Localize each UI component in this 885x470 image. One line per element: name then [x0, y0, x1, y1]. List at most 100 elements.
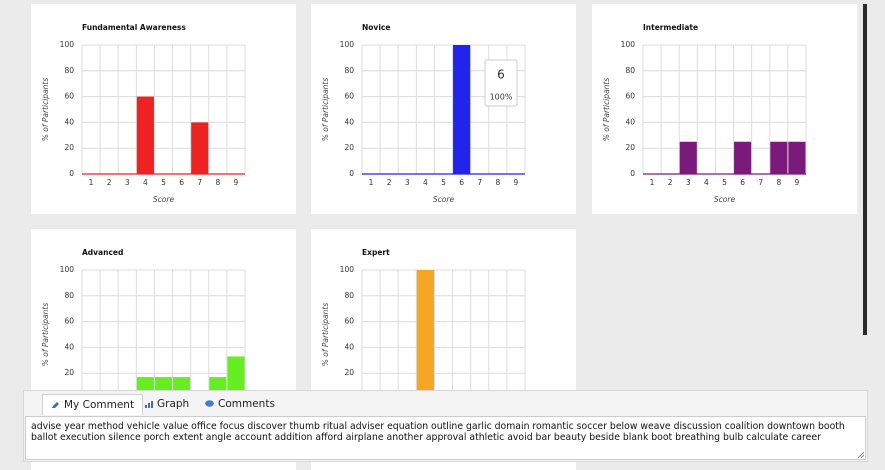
y-tick-label: 60 — [344, 92, 354, 101]
y-tick-label: 80 — [625, 66, 635, 75]
y-tick-label: 20 — [344, 368, 354, 377]
y-tick-label: 80 — [64, 66, 74, 75]
y-tick-label: 100 — [340, 40, 355, 49]
y-tick-label: 80 — [64, 291, 74, 300]
x-tick-label: 1 — [89, 178, 94, 187]
x-tick-label: 4 — [423, 178, 428, 187]
bar — [734, 141, 752, 174]
tooltip-box — [484, 59, 518, 107]
chart: Fundamental Awareness 0 20 40 60 80 100 1 2 3 4 5 6 7… — [31, 4, 296, 214]
y-tick-label: 40 — [64, 117, 74, 126]
tab[interactable]: My Comment — [42, 394, 144, 415]
x-tick-label: 2 — [387, 178, 392, 187]
tab-label: Comments — [218, 398, 275, 410]
y-tick-label: 0 — [349, 169, 354, 178]
x-tick-label: 9 — [234, 178, 239, 187]
tooltip-value: 100% — [490, 93, 513, 102]
x-tick-label: 6 — [179, 178, 184, 187]
chart-title: Intermediate — [643, 23, 698, 32]
chart: Intermediate 0 20 40 60 80 100 1 2 3 4 5 6 7 8 9 Score % … — [592, 4, 857, 214]
bar — [788, 141, 806, 174]
y-axis-label: % of Participants — [41, 303, 50, 367]
y-tick-label: 0 — [69, 169, 74, 178]
graph-icon — [145, 401, 153, 408]
x-tick-label: 9 — [795, 178, 800, 187]
x-tick-label: 3 — [686, 178, 691, 187]
x-tick-label: 8 — [495, 178, 500, 187]
comment-panel: My Comment Graph Comments advise year me… — [23, 390, 868, 462]
x-tick-label: 6 — [740, 178, 745, 187]
y-tick-label: 40 — [64, 342, 74, 351]
chart-title: Fundamental Awareness — [82, 23, 186, 32]
y-axis-label: % of Participants — [602, 78, 611, 142]
x-tick-label: 8 — [776, 178, 781, 187]
y-tick-label: 20 — [625, 143, 635, 152]
bar — [227, 356, 245, 399]
tooltip: 6 100% — [484, 59, 518, 107]
x-tick-label: 5 — [161, 178, 166, 187]
bar — [191, 122, 209, 174]
tooltip-label: 6 — [497, 68, 505, 82]
scrollbar[interactable] — [863, 4, 867, 335]
y-tick-label: 60 — [64, 92, 74, 101]
y-tick-label: 40 — [344, 342, 354, 351]
y-tick-label: 100 — [340, 265, 355, 274]
y-tick-label: 60 — [344, 317, 354, 326]
x-tick-label: 5 — [441, 178, 446, 187]
y-tick-label: 60 — [64, 317, 74, 326]
chart-panel — [311, 4, 576, 214]
x-axis-label: Score — [714, 195, 736, 204]
bar — [136, 96, 154, 174]
x-tick-label: 1 — [369, 178, 374, 187]
y-tick-label: 100 — [60, 265, 75, 274]
y-tick-label: 100 — [621, 40, 636, 49]
chart-title: Novice — [362, 23, 390, 32]
comment-textarea[interactable]: advise year method vehicle value office … — [25, 416, 866, 460]
y-tick-label: 20 — [344, 143, 354, 152]
pencil-icon — [52, 402, 59, 408]
x-axis-label: Score — [153, 195, 175, 204]
x-tick-label: 6 — [459, 178, 464, 187]
chart-panel — [592, 4, 857, 214]
x-tick-label: 3 — [125, 178, 130, 187]
tab-label: Graph — [157, 398, 190, 410]
bar — [679, 141, 697, 174]
chart-title: Expert — [362, 248, 390, 257]
x-axis-label: Score — [433, 195, 455, 204]
y-tick-label: 0 — [630, 169, 635, 178]
x-tick-label: 7 — [477, 178, 482, 187]
x-tick-label: 8 — [215, 178, 220, 187]
x-tick-label: 9 — [514, 178, 519, 187]
y-tick-label: 100 — [60, 40, 75, 49]
x-tick-label: 7 — [197, 178, 202, 187]
chart: Novice 0 20 40 60 80 100 1 2 3 4 5 6 7 8 9 Score % of Par… — [311, 4, 576, 214]
x-tick-label: 2 — [107, 178, 112, 187]
x-tick-label: 1 — [650, 178, 655, 187]
y-tick-label: 60 — [625, 92, 635, 101]
chart-panel — [31, 4, 296, 214]
x-tick-label: 4 — [704, 178, 709, 187]
y-axis-label: % of Participants — [321, 78, 330, 142]
x-tick-label: 4 — [143, 178, 148, 187]
comments-icon — [205, 400, 214, 407]
bar — [453, 45, 471, 174]
y-tick-label: 80 — [344, 291, 354, 300]
x-tick-label: 5 — [722, 178, 727, 187]
y-axis-label: % of Participants — [41, 78, 50, 142]
resize-handle[interactable] — [858, 452, 864, 458]
tab[interactable]: Graph — [136, 394, 197, 414]
tab[interactable]: Comments — [197, 394, 283, 414]
y-tick-label: 20 — [64, 143, 74, 152]
y-tick-label: 80 — [344, 66, 354, 75]
x-tick-label: 2 — [668, 178, 673, 187]
y-tick-label: 20 — [64, 368, 74, 377]
tab-label: My Comment — [64, 399, 135, 411]
bar — [770, 141, 788, 174]
x-tick-label: 7 — [758, 178, 763, 187]
chart-title: Advanced — [82, 248, 123, 257]
bar — [416, 270, 434, 399]
y-tick-label: 40 — [344, 117, 354, 126]
y-axis-label: % of Participants — [321, 303, 330, 367]
x-tick-label: 3 — [405, 178, 410, 187]
